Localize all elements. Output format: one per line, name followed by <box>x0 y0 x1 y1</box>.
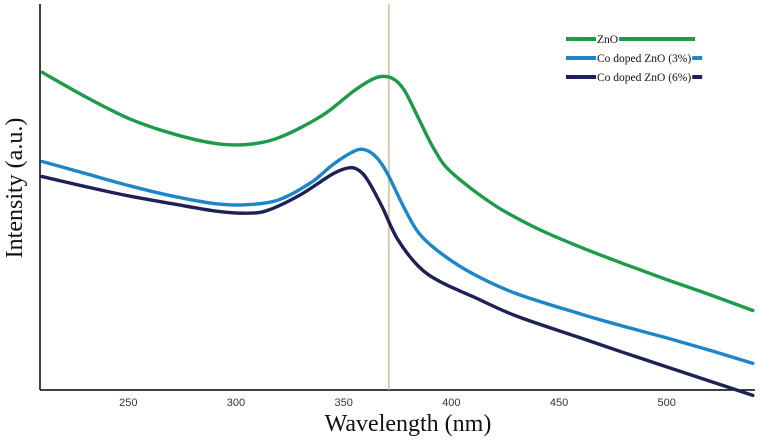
x-tick-label: 350 <box>334 397 352 409</box>
legend-label-3: Co doped ZnO (6%) <box>597 72 691 84</box>
x-tick-label: 250 <box>119 397 137 409</box>
series-layer <box>40 70 755 398</box>
series-line-1 <box>40 70 755 313</box>
x-tick-labels: 250 300 350 400 450 500 <box>119 397 676 409</box>
legend: ZnO Co doped ZnO (3%) Co doped ZnO (6%) <box>566 34 703 84</box>
x-tick-label: 500 <box>658 397 676 409</box>
x-tick-label: 300 <box>227 397 245 409</box>
x-tick-label: 400 <box>442 397 460 409</box>
series-line-3 <box>40 165 755 398</box>
legend-label-2: Co doped ZnO (3%) <box>597 53 691 65</box>
x-axis-title: Wavelength (nm) <box>325 411 492 437</box>
series-line-2 <box>40 147 755 366</box>
y-axis-title: Intensity (a.u.) <box>2 118 28 259</box>
legend-label-1: ZnO <box>597 34 618 46</box>
x-tick-label: 450 <box>550 397 568 409</box>
